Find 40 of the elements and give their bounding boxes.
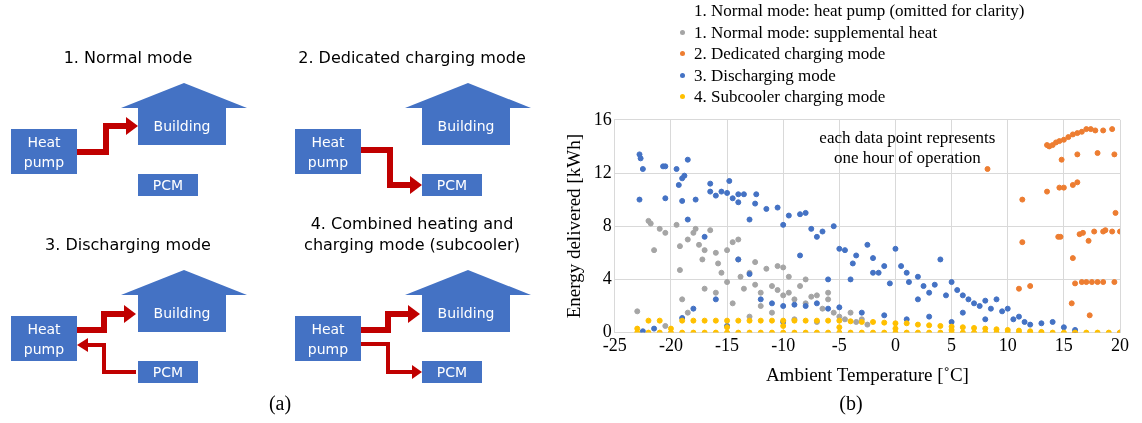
box: PCM xyxy=(422,361,482,383)
y-tick-label: 16 xyxy=(593,108,612,129)
text: 4. Combined heating and charging mode (subcooler) xyxy=(303,213,521,255)
x-tick-label: 15 xyxy=(1054,335,1073,356)
box: Heat pump xyxy=(11,129,77,174)
x-axis-title: Ambient Temperature [˚C] xyxy=(765,363,969,385)
box: PCM xyxy=(138,361,198,383)
x-tick-label: -20 xyxy=(658,335,683,356)
y-axis-title: Energy delivered [kWh] xyxy=(563,134,585,319)
x-tick-label: -15 xyxy=(715,335,740,356)
box: PCM xyxy=(138,174,198,196)
box: Heat pump xyxy=(295,316,361,361)
text: (b) xyxy=(838,392,864,415)
box: Heat pump xyxy=(11,316,77,361)
text: 1. Normal mode xyxy=(62,47,194,68)
x-tick-label: 5 xyxy=(947,335,957,356)
box: Building xyxy=(138,294,226,332)
box: Building xyxy=(422,107,510,145)
x-tick-label: 10 xyxy=(998,335,1017,356)
x-tick-label: -5 xyxy=(831,335,847,356)
x-tick-label: 0 xyxy=(890,335,900,356)
legend-title: 1. Normal mode: heat pump (omitted for clarity) xyxy=(693,0,1025,22)
x-tick-label: 20 xyxy=(1111,335,1129,356)
box: PCM xyxy=(422,174,482,196)
legend-label: 3. Discharging mode xyxy=(694,64,836,86)
x-tick-label: -10 xyxy=(771,335,796,356)
box: Heat pump xyxy=(295,129,361,174)
y-tick-label: 12 xyxy=(593,161,612,182)
y-tick-label: 8 xyxy=(602,214,612,235)
text: 2. Dedicated charging mode xyxy=(297,47,527,68)
legend-label: 4. Subcooler charging mode xyxy=(694,86,886,108)
text: 3. Discharging mode xyxy=(44,234,212,255)
box: Building xyxy=(138,107,226,145)
legend-label: 2. Dedicated charging mode xyxy=(694,43,886,65)
y-tick-label: 0 xyxy=(602,321,612,342)
text: (a) xyxy=(267,392,293,415)
legend-label: 1. Normal mode: supplemental heat xyxy=(694,21,938,43)
annotation: each data point represents one hour of operation xyxy=(819,127,996,167)
box: Building xyxy=(422,294,510,332)
y-tick-label: 4 xyxy=(602,268,612,289)
